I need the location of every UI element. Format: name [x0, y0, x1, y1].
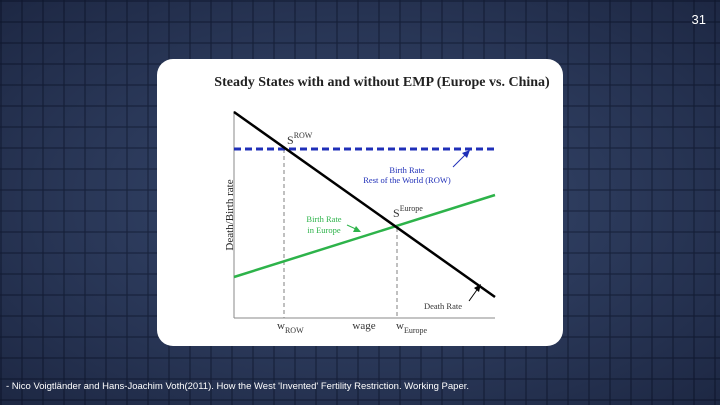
y-axis-label: Death/Birth rate: [224, 179, 236, 250]
figure-card: Steady States with and without EMP (Euro…: [157, 59, 563, 346]
page-number: 31: [691, 12, 706, 27]
figure-title: Steady States with and without EMP (Euro…: [214, 75, 550, 90]
steady-state-europe-label: SEurope: [393, 204, 423, 220]
birth-rate-row-arrowhead: [462, 150, 470, 158]
birth-rate-europe-label-line2: in Europe: [307, 225, 341, 235]
steady-state-diagram: Steady States with and without EMP (Euro…: [214, 75, 550, 335]
birth-rate-europe-line: [233, 193, 496, 279]
citation: - Nico Voigtländer and Hans-Joachim Voth…: [6, 381, 470, 392]
birth-rate-row-label-line2: Rest of the World (ROW): [363, 175, 451, 185]
birth-rate-europe-arrowhead: [353, 226, 361, 232]
x-tick-row: wROW: [277, 320, 304, 335]
death-rate-line: [233, 110, 496, 299]
death-rate-label: Death Rate: [424, 301, 462, 311]
steady-state-row-label: SROW: [287, 131, 313, 147]
death-rate-arrowhead: [474, 284, 481, 292]
birth-rate-row-label-line1: Birth Rate: [389, 165, 424, 175]
x-tick-europe: wEurope: [396, 320, 428, 335]
birth-rate-europe-label-line1: Birth Rate: [306, 214, 341, 224]
x-axis-label: wage: [352, 320, 375, 332]
